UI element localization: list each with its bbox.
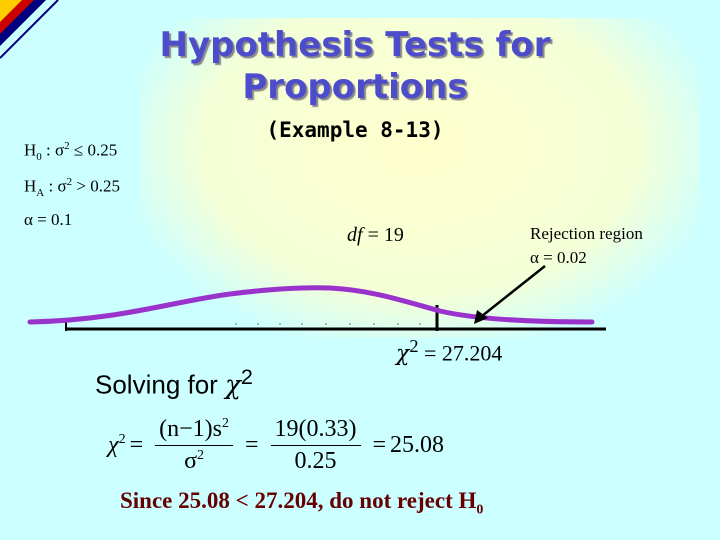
formula-fraction-general: (n−1)s2 σ2 [155, 416, 233, 475]
alternative-hypothesis: HA : σ2 > 0.25 [24, 176, 120, 200]
formula-lhs: χ2 [108, 431, 126, 458]
baseline-dots [235, 323, 421, 325]
distribution-curve [27, 285, 595, 325]
slide-title: Hypothesis Tests for Proportions [159, 25, 551, 107]
formula-fraction-numeric: 19(0.33) 0.25 [270, 416, 361, 475]
title-glow [140, 18, 700, 338]
critical-value-label: χ2 = 27.204 [396, 336, 503, 367]
test-statistic-formula: χ2 = (n−1)s2 σ2 = 19(0.33) 0.25 = 25.08 [108, 415, 445, 475]
rejection-arrow-line [481, 265, 546, 317]
slide-subtitle: (Example 8-13) [266, 118, 444, 142]
corner-stripes [0, 0, 59, 59]
rejection-arrow-head [474, 310, 488, 324]
alpha-level: α = 0.1 [24, 210, 73, 229]
rejection-region-title: Rejection region [530, 224, 643, 243]
degrees-of-freedom: df = 19 [347, 224, 404, 246]
rejection-region-alpha: α = 0.02 [530, 248, 587, 267]
null-hypothesis: H0 : σ2 ≤ 0.25 [24, 140, 118, 164]
formula-result: 25.08 [390, 431, 445, 458]
rejection-region-label: Rejection region α = 0.02 [530, 222, 643, 270]
conclusion-text: Since 25.08 < 27.204, do not reject H0 [120, 488, 484, 518]
solving-heading: Solving for χ2 [95, 364, 253, 401]
